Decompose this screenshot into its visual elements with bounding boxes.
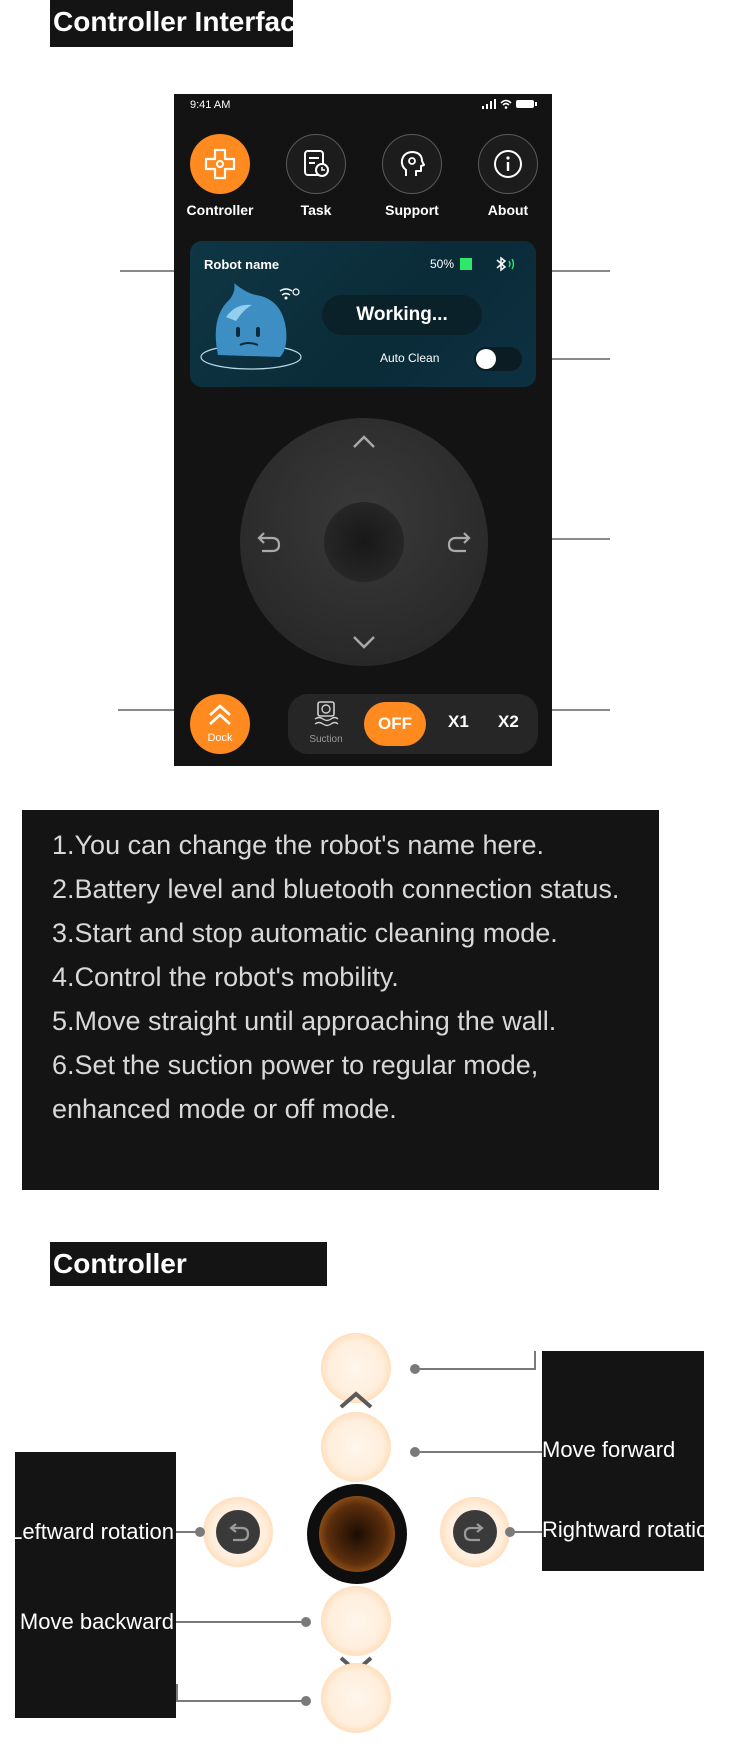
description-line-7: enhanced mode or off mode. bbox=[52, 1094, 397, 1124]
description-line-5: 5.Move straight until approaching the wa… bbox=[52, 1006, 557, 1036]
nav-about-label: About bbox=[487, 202, 529, 218]
section-heading-controller: Controller bbox=[50, 1242, 327, 1286]
robot-name[interactable]: Robot name bbox=[204, 257, 280, 272]
suction-x2-option[interactable]: X2 bbox=[498, 712, 519, 731]
dock-button[interactable]: Dock bbox=[190, 694, 250, 754]
connector-line bbox=[420, 1451, 542, 1453]
description-line-3: 3.Start and stop automatic cleaning mode… bbox=[52, 918, 558, 948]
rotate-right-icon[interactable] bbox=[446, 530, 476, 554]
nav-task-label: Task bbox=[300, 202, 332, 218]
suction-fan-icon bbox=[314, 701, 339, 727]
chevron-up-icon bbox=[339, 1391, 373, 1409]
rotate-left-icon[interactable] bbox=[252, 530, 282, 554]
description-panel: 1.You can change the robot's name here. … bbox=[22, 810, 659, 1190]
direction-pad[interactable] bbox=[240, 418, 488, 666]
connector-line bbox=[514, 1531, 542, 1533]
signal-wifi-battery-icon bbox=[482, 99, 537, 109]
rotate-right-button[interactable] bbox=[440, 1497, 510, 1567]
callout-line-5 bbox=[118, 709, 174, 711]
nav-about-button[interactable] bbox=[478, 134, 538, 194]
move-backward-button[interactable] bbox=[321, 1586, 391, 1656]
connector-line bbox=[534, 1351, 536, 1370]
rotate-left-button[interactable] bbox=[203, 1497, 273, 1567]
callout-line-4 bbox=[552, 538, 610, 540]
rotate-left-inner bbox=[216, 1510, 260, 1554]
callout-line-3 bbox=[552, 358, 610, 360]
battery-level: 50% bbox=[430, 257, 455, 271]
gamepad-icon bbox=[204, 148, 236, 180]
nav-task-button[interactable] bbox=[286, 134, 346, 194]
nav-controller-label: Controller bbox=[186, 202, 254, 218]
suction-off-option[interactable]: OFF bbox=[364, 702, 426, 746]
section-heading-interface: Controller Interface bbox=[50, 0, 293, 47]
auto-clean-toggle[interactable] bbox=[474, 347, 522, 371]
robot-card: Robot name 50% Working... Auto Clean bbox=[190, 241, 536, 387]
connector-line bbox=[176, 1684, 178, 1702]
move-backward-label: Move backward bbox=[19, 1609, 174, 1634]
suction-x1-option[interactable]: X1 bbox=[448, 712, 469, 731]
suction-control: Suction OFF X1 X2 bbox=[288, 694, 538, 754]
status-icons bbox=[482, 98, 538, 113]
callout-line-6 bbox=[552, 709, 610, 711]
description-line-4: 4.Control the robot's mobility. bbox=[52, 962, 399, 992]
nav-support-label: Support bbox=[385, 202, 439, 218]
connector-line bbox=[176, 1531, 196, 1533]
connector-line bbox=[176, 1621, 302, 1623]
center-glow bbox=[319, 1496, 395, 1572]
rotate-right-inner bbox=[453, 1510, 497, 1554]
connector-dot bbox=[195, 1527, 205, 1537]
rightward-rotation-label: Rightward rotation bbox=[542, 1517, 704, 1542]
connector-line bbox=[420, 1368, 536, 1370]
description-line-6: 6.Set the suction power to regular mode, bbox=[52, 1050, 539, 1080]
connector-dot bbox=[410, 1364, 420, 1374]
connector-line bbox=[176, 1700, 302, 1702]
joystick-center-button[interactable] bbox=[324, 502, 404, 582]
info-icon bbox=[494, 150, 522, 178]
toggle-knob bbox=[476, 349, 496, 369]
connector-dot bbox=[301, 1696, 311, 1706]
right-label-panel: Move forward Rightward rotation bbox=[542, 1351, 704, 1571]
backward-until-wall-button[interactable] bbox=[321, 1663, 391, 1733]
callout-line-2 bbox=[552, 270, 610, 272]
leftward-rotation-label: Leftward rotation bbox=[15, 1519, 174, 1544]
robot-mascot-icon bbox=[200, 283, 302, 370]
support-head-icon bbox=[400, 151, 425, 176]
battery-icon bbox=[460, 258, 472, 270]
connector-dot bbox=[505, 1527, 515, 1537]
rotate-left-icon bbox=[229, 1523, 250, 1542]
nav-controller-button[interactable] bbox=[190, 134, 250, 194]
forward-until-wall-button[interactable] bbox=[321, 1333, 391, 1403]
callout-line-1 bbox=[120, 270, 174, 272]
phone-mockup: 9:41 AM Controller Task bbox=[174, 94, 552, 766]
description-line-1: 1.You can change the robot's name here. bbox=[52, 830, 545, 860]
task-clock-icon bbox=[304, 150, 329, 177]
dock-label: Dock bbox=[207, 732, 233, 744]
bluetooth-icon bbox=[496, 256, 515, 272]
connector-dot bbox=[301, 1617, 311, 1627]
rotate-right-icon bbox=[463, 1523, 484, 1542]
left-label-panel: Leftward rotation Move backward bbox=[15, 1452, 176, 1718]
chevron-down-icon[interactable] bbox=[352, 634, 376, 650]
auto-clean-label: Auto Clean bbox=[380, 351, 440, 365]
status-time: 9:41 AM bbox=[190, 99, 231, 111]
suction-label: Suction bbox=[309, 734, 343, 745]
chevron-up-icon[interactable] bbox=[352, 434, 376, 450]
description-line-2: 2.Battery level and bluetooth connection… bbox=[52, 874, 620, 904]
connector-dot bbox=[410, 1447, 420, 1457]
move-forward-label: Move forward bbox=[542, 1437, 676, 1462]
double-chevron-up-icon bbox=[209, 704, 231, 725]
working-status: Working... bbox=[322, 295, 482, 335]
move-forward-button[interactable] bbox=[321, 1412, 391, 1482]
center-button[interactable] bbox=[307, 1484, 407, 1584]
nav-support-button[interactable] bbox=[382, 134, 442, 194]
